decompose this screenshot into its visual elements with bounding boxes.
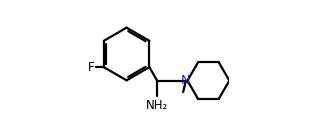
Text: F: F	[88, 61, 95, 74]
Text: N: N	[181, 74, 191, 87]
Text: NH₂: NH₂	[146, 99, 168, 112]
